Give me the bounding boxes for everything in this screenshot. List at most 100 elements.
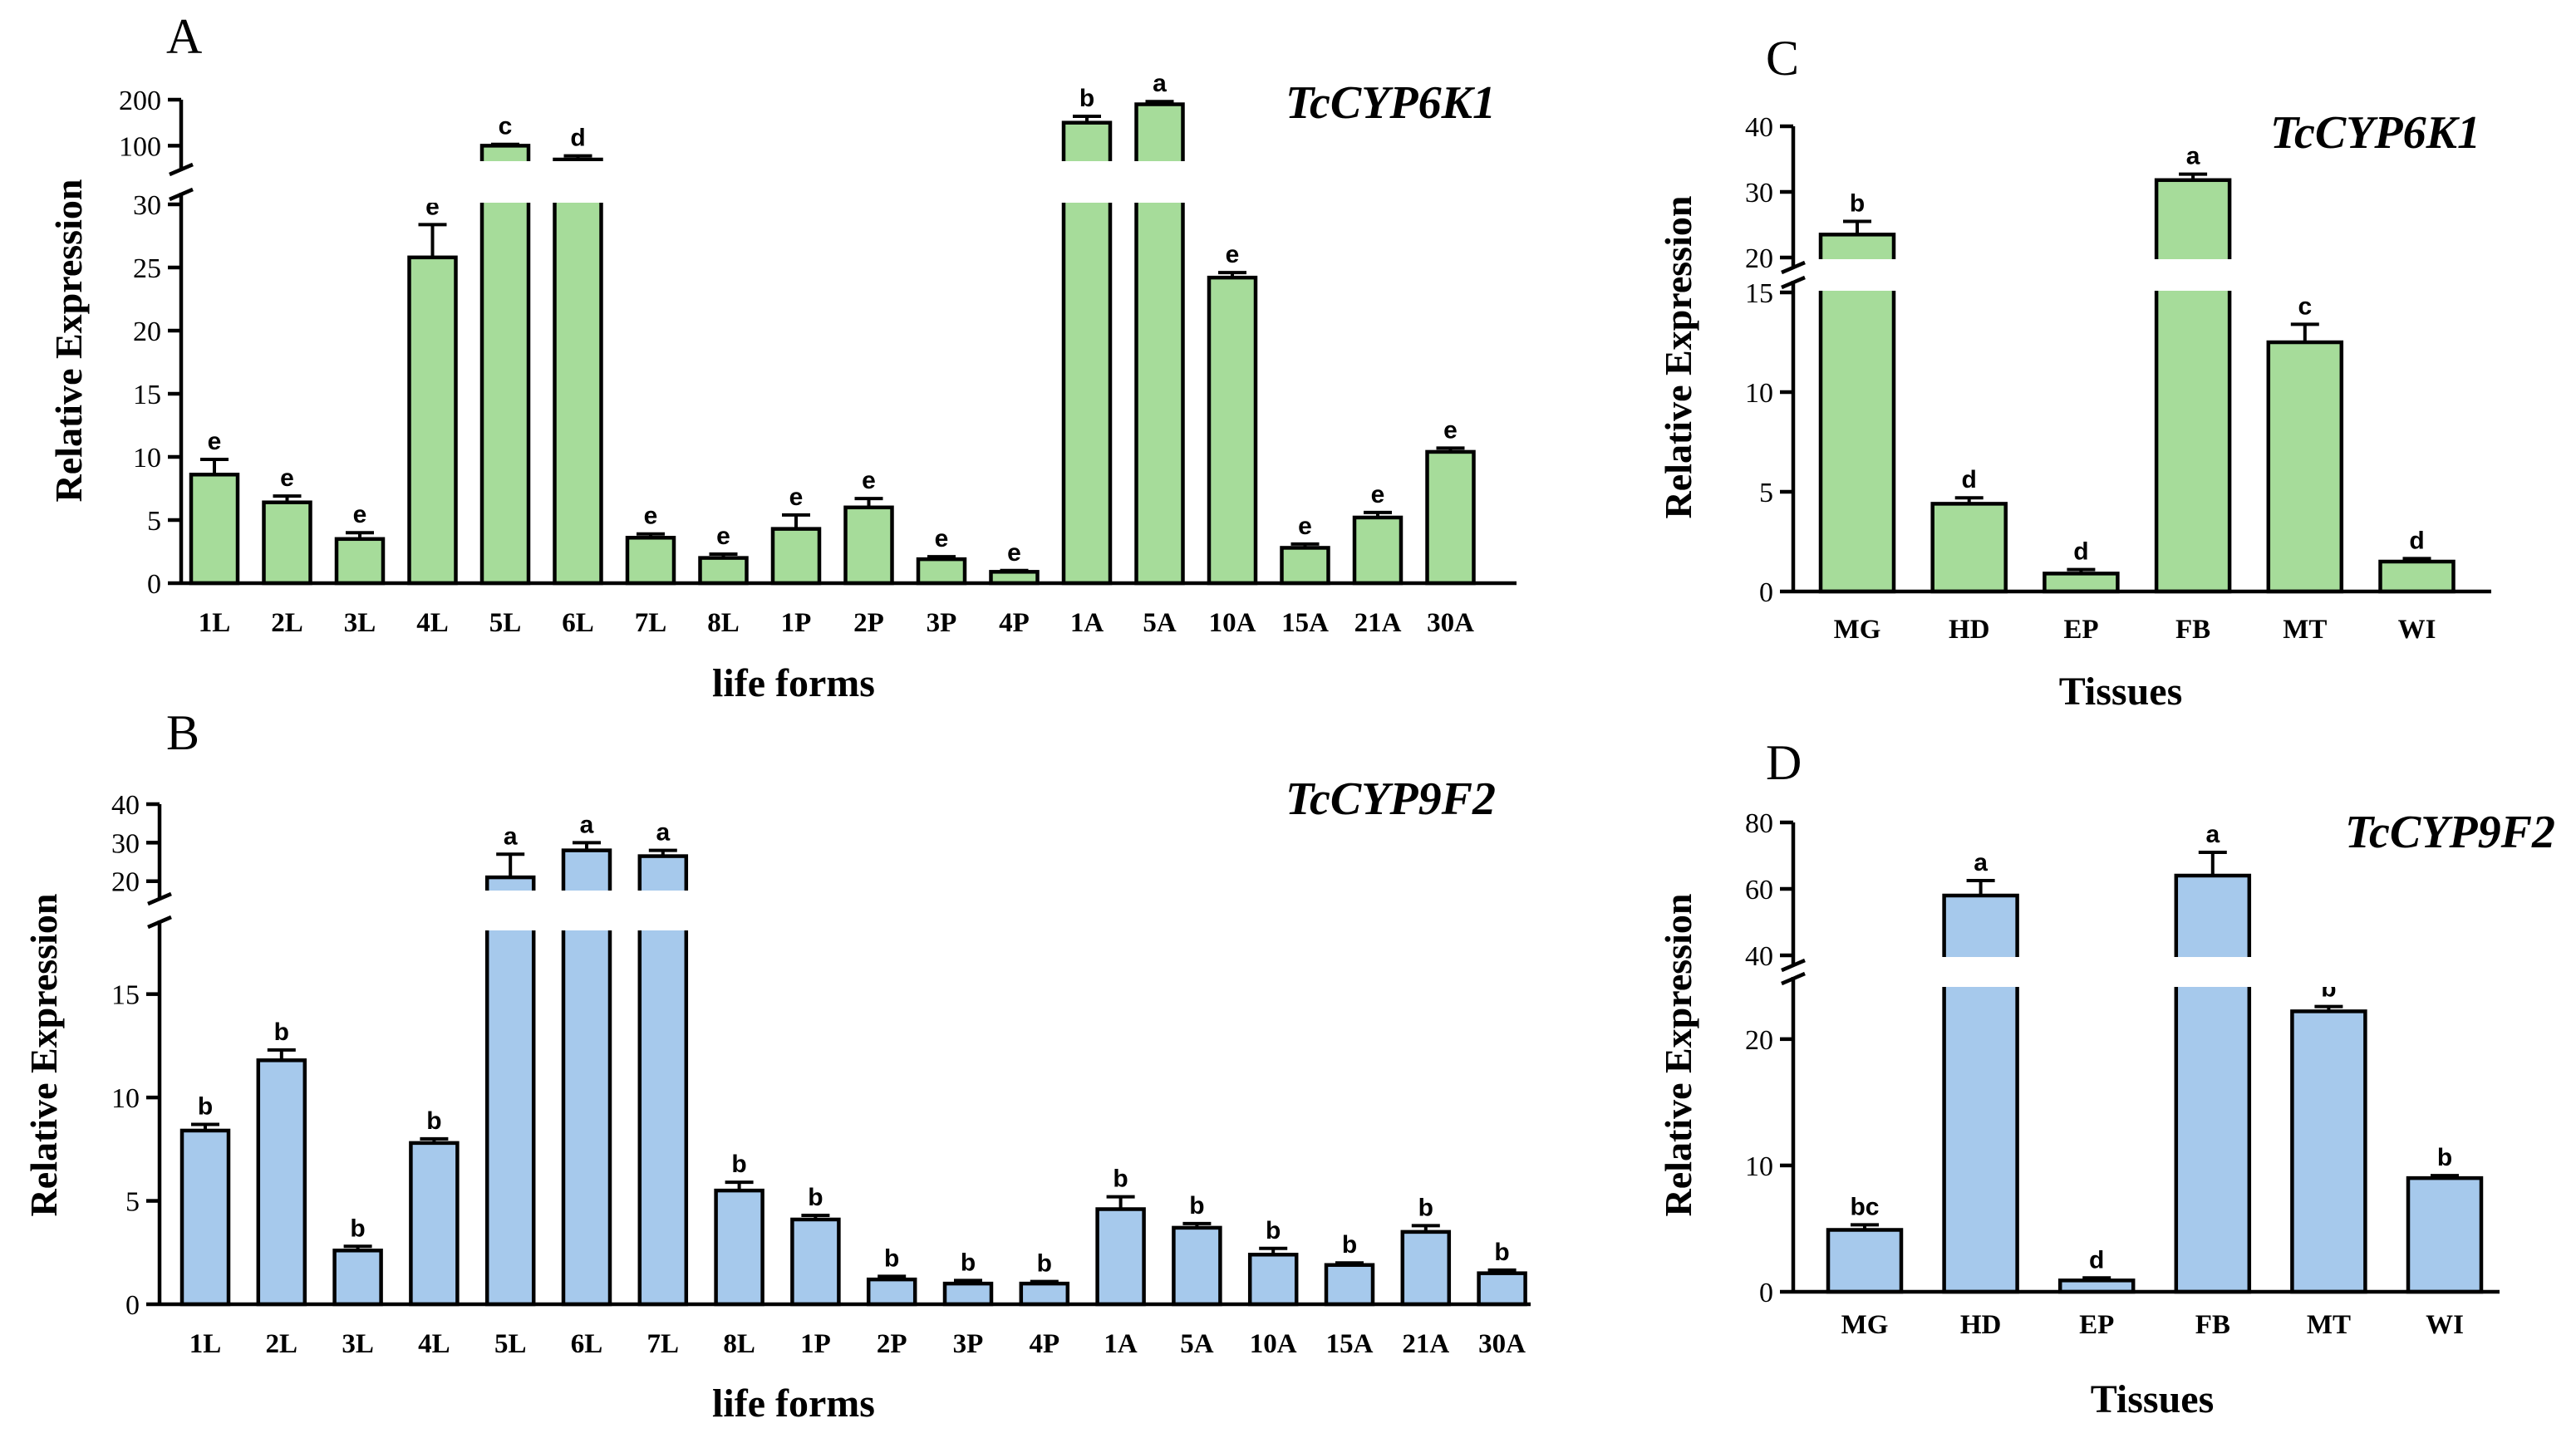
axis-break-gap (184, 161, 1517, 203)
y-tick-label: 5 (1759, 478, 1773, 508)
axis-break-gap (162, 891, 1531, 930)
bar-3p (916, 557, 967, 586)
y-tick-label: 20 (1745, 243, 1773, 274)
significance-label: a (656, 819, 670, 847)
x-tick-label: EP (2063, 615, 2098, 645)
bar-1p (770, 527, 822, 586)
x-tick-label: 15A (1326, 1329, 1374, 1359)
significance-label: b (1850, 190, 1865, 218)
significance-label: e (1443, 416, 1458, 444)
y-tick-label: 0 (1759, 1278, 1773, 1308)
x-tick-label: 4L (418, 1329, 450, 1359)
y-tick-label: 40 (111, 790, 140, 821)
break-mark (1781, 958, 1806, 973)
significance-label: e (789, 483, 804, 511)
x-tick-label: FB (2175, 615, 2210, 645)
bar-2p (843, 505, 894, 586)
x-tick-label: HD (1949, 615, 1990, 645)
x-tick-label: 4P (999, 608, 1030, 638)
x-axis-title: life forms (712, 661, 875, 705)
break-mark (169, 162, 194, 177)
y-tick-label: 0 (1759, 577, 1773, 608)
significance-label: a (504, 822, 518, 850)
significance-label: b (1079, 85, 1094, 112)
bar-30a (1477, 1271, 1527, 1307)
bar-4p (1019, 1281, 1070, 1307)
bar-wi (2378, 559, 2456, 594)
break-mark (169, 187, 194, 202)
significance-label: a (580, 811, 594, 838)
x-axis-title: life forms (712, 1382, 875, 1426)
significance-label: b (198, 1092, 213, 1120)
y-tick-label: 30 (1745, 178, 1773, 209)
x-tick-label: MG (1841, 1310, 1889, 1340)
panel-c: C TcCYP6K1 b MG d HD d EP a FB c MT d WI 0 5 10 15 20 30 40 T… (1657, 31, 2491, 714)
chart-title: TcCYP9F2 (2345, 807, 2555, 858)
x-tick-label: 8L (707, 608, 740, 638)
x-tick-label: 5L (494, 1329, 527, 1359)
significance-label: b (961, 1249, 976, 1276)
x-tick-label: MG (1834, 615, 1881, 645)
chart-title: TcCYP9F2 (1286, 773, 1496, 825)
significance-label: b (1342, 1231, 1357, 1259)
bar-hd (1930, 502, 2008, 594)
x-tick-label: 21A (1354, 608, 1402, 638)
significance-label: d (1962, 466, 1977, 493)
bar-1p (790, 1217, 841, 1307)
y-tick-label: 15 (1745, 278, 1773, 309)
significance-label: e (1298, 513, 1312, 540)
bar-10a (1207, 275, 1258, 586)
bar-15a (1280, 546, 1330, 586)
y-tick-label: 5 (125, 1187, 140, 1218)
x-tick-label: 21A (1402, 1329, 1449, 1359)
y-tick-label: 200 (119, 86, 161, 116)
x-tick-label: 1A (1070, 608, 1104, 638)
axis-break-gap (1796, 259, 2491, 291)
x-tick-label: 2P (877, 1329, 907, 1359)
bar-hd (1942, 893, 2019, 1294)
x-tick-label: 30A (1427, 608, 1474, 638)
bar-1l (189, 473, 240, 586)
y-tick-label: 80 (1745, 808, 1773, 839)
significance-label: b (1494, 1239, 1509, 1266)
significance-label: b (884, 1244, 899, 1272)
significance-label: c (2298, 292, 2312, 320)
x-tick-label: 1A (1104, 1329, 1138, 1359)
significance-label: a (2186, 143, 2200, 170)
significance-label: d (2073, 538, 2088, 566)
significance-label: d (570, 125, 585, 152)
y-tick-label: 0 (147, 569, 161, 600)
y-tick-label: 10 (133, 443, 161, 474)
significance-label: e (935, 525, 949, 552)
significance-label: e (644, 503, 658, 530)
significance-label: e (353, 501, 367, 528)
x-tick-label: 10A (1209, 608, 1256, 638)
x-tick-label: 4P (1029, 1329, 1059, 1359)
y-tick-label: 40 (1745, 112, 1773, 143)
y-axis-title: Relative Expression (1657, 894, 1699, 1217)
bar-5l (484, 875, 536, 1307)
significance-label: e (716, 523, 730, 550)
bar-2p (866, 1277, 917, 1307)
x-tick-label: 6L (571, 1329, 603, 1359)
significance-label: e (280, 464, 294, 492)
significance-label: d (2409, 527, 2424, 554)
significance-label: d (2089, 1246, 2104, 1274)
x-tick-label: WI (2426, 1310, 2464, 1340)
x-tick-label: 6L (562, 608, 594, 638)
significance-label: e (1371, 481, 1385, 508)
bar-wi (2406, 1175, 2484, 1294)
break-mark (1781, 275, 1806, 290)
y-tick-label: 10 (111, 1083, 140, 1114)
significance-label: b (808, 1184, 823, 1211)
panel-b: B TcCYP9F2 b 1L b 2L b 3L b 4L a 5L a 6L a 7L b 8L b 1P b 2P b… (22, 705, 1531, 1426)
chart-title: TcCYP6K1 (2270, 107, 2480, 159)
break-mark (147, 891, 172, 906)
bar-4l (409, 1141, 460, 1307)
bar-6l (553, 157, 603, 586)
significance-label: b (2437, 1144, 2452, 1171)
bar-5l (479, 144, 531, 586)
significance-label: a (1153, 70, 1167, 97)
significance-label: e (1007, 539, 1021, 567)
axis-break-gap (1796, 957, 2500, 987)
